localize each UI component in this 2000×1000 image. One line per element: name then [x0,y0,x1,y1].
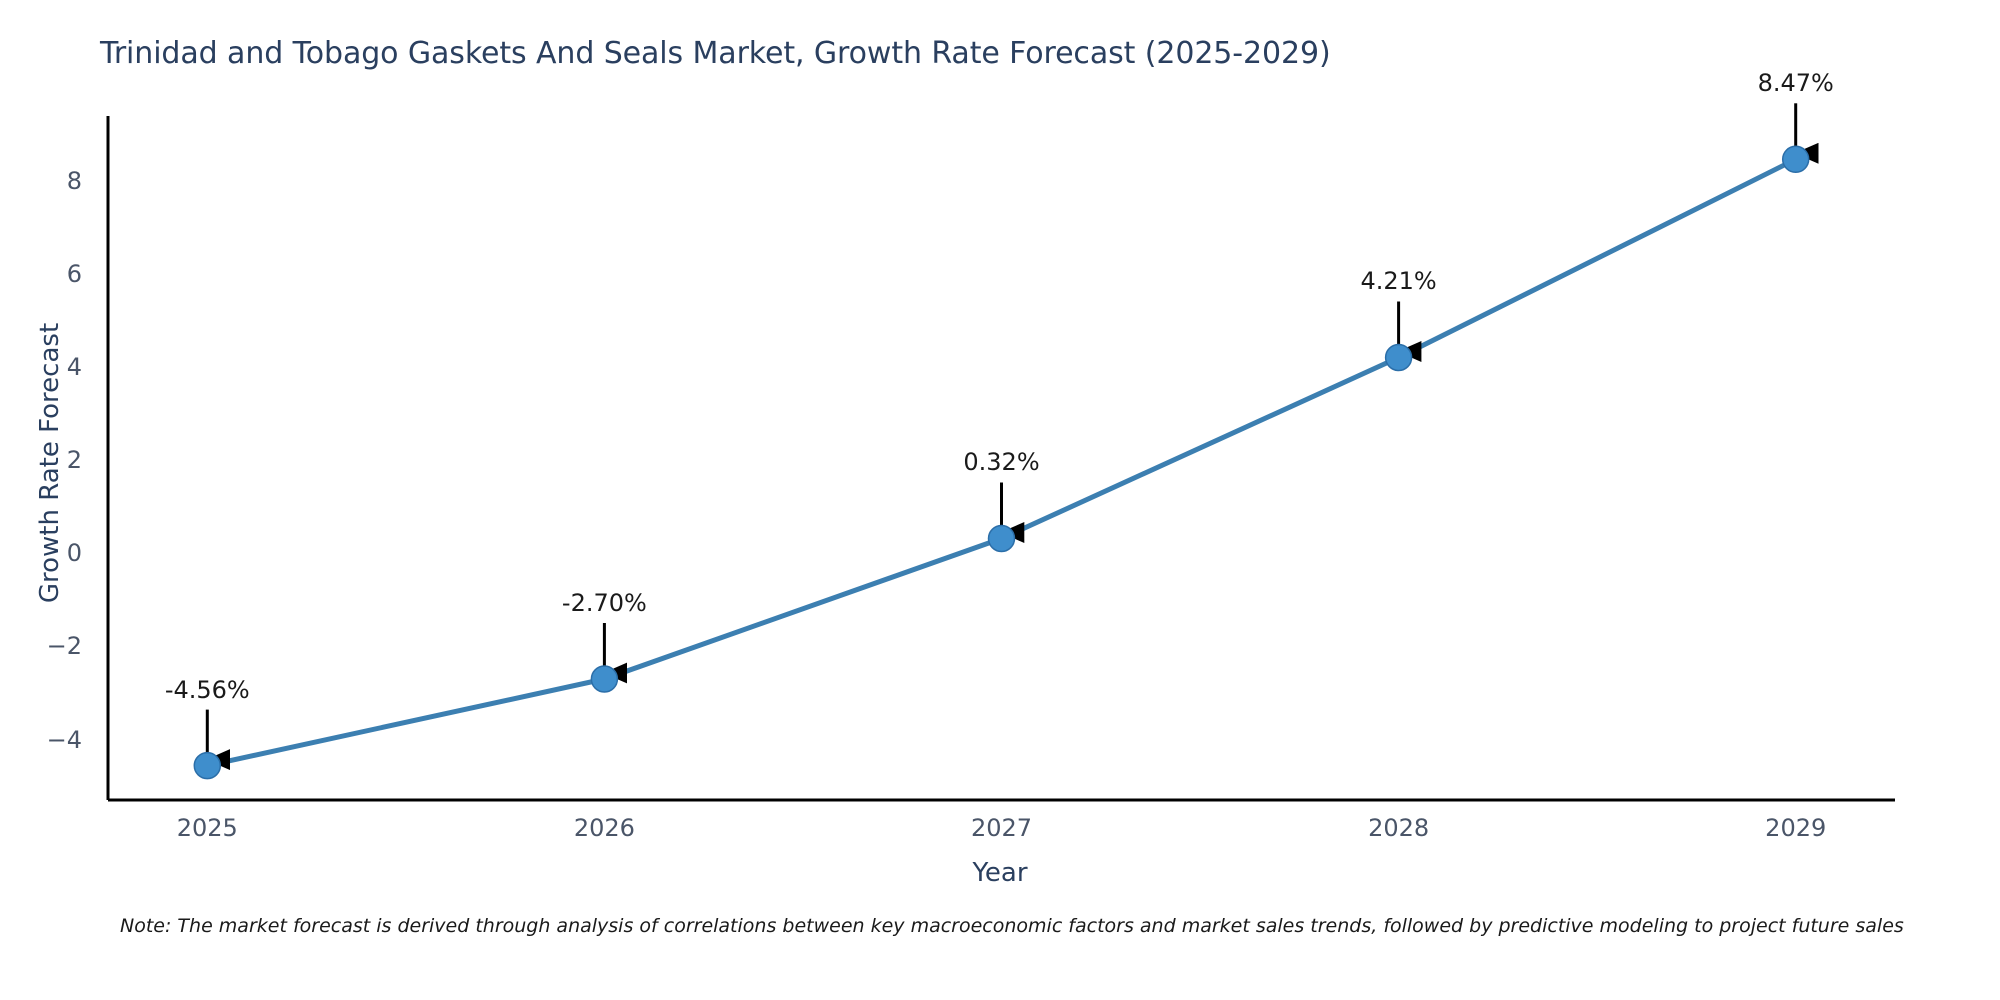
data-point-marker-2026 [590,665,619,693]
y-tick-label-neg4: −4 [46,725,82,754]
x-tick-label-2028: 2028 [1368,814,1430,842]
y-tick-label-6: 6 [66,260,82,289]
x-tick-label-2029: 2029 [1765,814,1827,842]
chart-title: Trinidad and Tobago Gaskets And Seals Ma… [100,36,1331,71]
data-point-marker-2029 [1781,145,1810,174]
data-point-marker-2027 [987,524,1016,553]
y-tick-label-2: 2 [66,446,82,475]
x-tick-label-2025: 2025 [176,814,238,842]
point-label-2029: 8.47% [1757,69,1834,98]
x-axis-title: Year [972,858,1028,888]
point-label-2026: -2.70% [561,589,647,618]
y-tick-label-neg2: −2 [46,632,82,661]
point-label-2027: 0.32% [963,448,1040,477]
y-tick-label-4: 4 [66,353,82,382]
data-point-marker-2028 [1384,343,1413,372]
annotation-arrows [205,103,1819,771]
x-tick-label-2026: 2026 [573,814,635,842]
y-tick-label-8: 8 [66,167,82,196]
chart-footnote: Note: The market forecast is derived thr… [120,915,1904,937]
point-label-2028: 4.21% [1360,267,1437,296]
y-tick-label-0: 0 [66,539,82,568]
x-tick-label-2027: 2027 [970,814,1033,842]
point-label-2025: -4.56% [164,675,250,704]
data-point-marker-2025 [193,751,222,780]
